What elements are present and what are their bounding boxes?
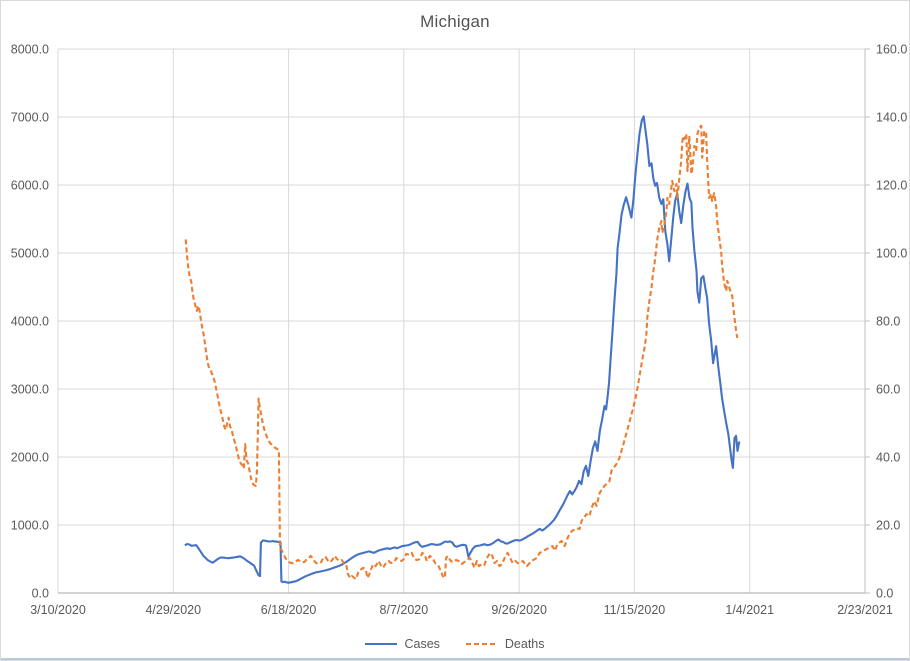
y-left-tick-label: 3000.0: [11, 383, 49, 397]
y-right-tick-label: 40.0: [876, 451, 900, 465]
x-tick-label: 2/23/2021: [837, 603, 893, 617]
y-left-tick-label: 2000.0: [11, 451, 49, 465]
y-left-tick-label: 4000.0: [11, 315, 49, 329]
y-left-tick-label: 6000.0: [11, 179, 49, 193]
window-bottom-edge: [1, 658, 909, 660]
deaths-series-line[interactable]: [184, 124, 739, 581]
x-tick-label: 3/10/2020: [30, 603, 86, 617]
y-left-tick-label: 5000.0: [11, 247, 49, 261]
cases-series-line[interactable]: [184, 115, 741, 584]
x-tick-label: 9/26/2020: [491, 603, 547, 617]
legend-label-cases: Cases: [404, 637, 440, 651]
y-left-tick-label: 1000.0: [11, 519, 49, 533]
legend-item-deaths[interactable]: Deaths: [465, 637, 545, 651]
x-tick-label: 4/29/2020: [145, 603, 201, 617]
x-tick-label: 8/7/2020: [380, 603, 429, 617]
x-tick-label: 11/15/2020: [604, 603, 666, 617]
chart-legend[interactable]: Cases Deaths: [1, 637, 909, 651]
y-left-tick-label: 8000.0: [11, 43, 49, 57]
y-right-tick-label: 60.0: [876, 383, 900, 397]
chart-title: Michigan: [420, 12, 490, 31]
deaths-line-sample: [465, 642, 498, 646]
x-tick-label: 6/18/2020: [261, 603, 317, 617]
cases-line-sample: [365, 642, 398, 646]
y-right-tick-label: 160.0: [876, 43, 907, 57]
y-left-tick-label: 0.0: [32, 587, 49, 601]
y-right-tick-label: 0.0: [876, 587, 893, 601]
legend-label-deaths: Deaths: [504, 637, 545, 651]
y-right-tick-label: 100.0: [876, 247, 907, 261]
x-tick-label: 1/4/2021: [725, 603, 774, 617]
y-right-tick-label: 80.0: [876, 315, 900, 329]
y-right-tick-label: 140.0: [876, 111, 907, 125]
y-left-tick-label: 7000.0: [11, 111, 49, 125]
legend-item-cases[interactable]: Cases: [365, 637, 440, 651]
y-right-tick-label: 120.0: [876, 179, 907, 193]
y-right-tick-label: 20.0: [876, 519, 900, 533]
